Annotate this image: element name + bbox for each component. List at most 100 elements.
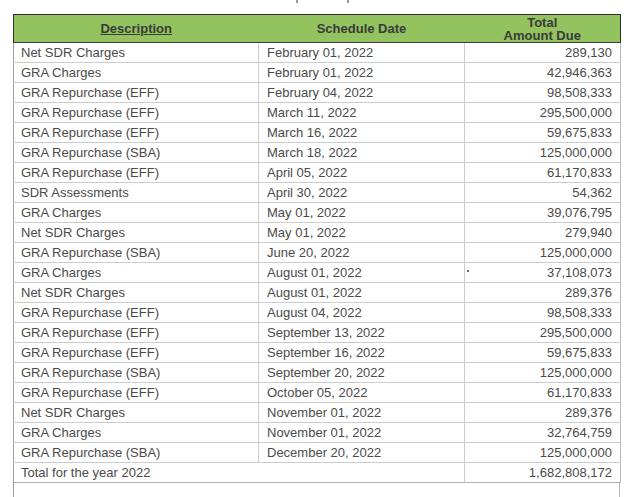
container-left-border: [13, 482, 14, 497]
cell-amount: 289,130: [465, 43, 621, 63]
table-row: GRA Repurchase (SBA)September 20, 202212…: [14, 363, 621, 383]
table-header: Description Schedule Date Total Amount D…: [14, 15, 621, 43]
cell-amount: 59,675,833: [465, 343, 621, 363]
cell-schedule-date: March 11, 2022: [259, 103, 465, 123]
cell-amount: 54,362: [465, 183, 621, 203]
stray-dot-artifact: [467, 270, 469, 272]
cell-schedule-date: November 01, 2022: [259, 403, 465, 423]
cell-amount: 125,000,000: [465, 243, 621, 263]
cell-schedule-date: August 04, 2022: [259, 303, 465, 323]
cell-schedule-date: August 01, 2022: [259, 283, 465, 303]
column-header-schedule-date: Schedule Date: [259, 15, 465, 43]
table-row: GRA Repurchase (EFF)August 04, 202298,50…: [14, 303, 621, 323]
cell-description: GRA Repurchase (EFF): [14, 123, 259, 143]
cell-amount: 125,000,000: [465, 143, 621, 163]
cell-amount: 59,675,833: [465, 123, 621, 143]
payments-table-container: Description Schedule Date Total Amount D…: [13, 14, 620, 497]
table-row: GRA Repurchase (EFF)March 11, 2022295,50…: [14, 103, 621, 123]
cell-description: GRA Repurchase (EFF): [14, 103, 259, 123]
cell-schedule-date: April 30, 2022: [259, 183, 465, 203]
cell-description: SDR Assessments: [14, 183, 259, 203]
table-row: Net SDR ChargesNovember 01, 2022289,376: [14, 403, 621, 423]
cell-schedule-date: June 20, 2022: [259, 243, 465, 263]
cell-description: GRA Charges: [14, 203, 259, 223]
table-row: GRA ChargesNovember 01, 202232,764,759: [14, 423, 621, 443]
cell-description: GRA Repurchase (EFF): [14, 163, 259, 183]
cell-schedule-date: February 04, 2022: [259, 83, 465, 103]
cell-schedule-date: December 20, 2022: [259, 443, 465, 463]
cell-schedule-date: February 01, 2022: [259, 43, 465, 63]
cell-description: GRA Repurchase (EFF): [14, 343, 259, 363]
cell-amount: 98,508,333: [465, 83, 621, 103]
cell-description: GRA Repurchase (EFF): [14, 303, 259, 323]
cell-schedule-date: February 01, 2022: [259, 63, 465, 83]
cropped-text-remnant: [296, 0, 298, 3]
cell-amount: 125,000,000: [465, 363, 621, 383]
cell-schedule-date: October 05, 2022: [259, 383, 465, 403]
cell-amount: 98,508,333: [465, 303, 621, 323]
cell-schedule-date: April 05, 2022: [259, 163, 465, 183]
cell-description: Net SDR Charges: [14, 283, 259, 303]
total-row: Total for the year 20221,682,808,172: [14, 463, 621, 483]
cell-description: GRA Repurchase (EFF): [14, 323, 259, 343]
cell-description: GRA Repurchase (SBA): [14, 143, 259, 163]
column-header-total-amount-due: Total Amount Due: [465, 15, 621, 43]
table-row: GRA Repurchase (EFF)October 05, 202261,1…: [14, 383, 621, 403]
table-row: GRA Repurchase (EFF)April 05, 202261,170…: [14, 163, 621, 183]
cell-amount: 289,376: [465, 283, 621, 303]
table-body: Net SDR ChargesFebruary 01, 2022289,130G…: [14, 43, 621, 483]
cell-schedule-date: March 16, 2022: [259, 123, 465, 143]
table-row: GRA Repurchase (EFF)March 16, 202259,675…: [14, 123, 621, 143]
cell-schedule-date: November 01, 2022: [259, 423, 465, 443]
table-row: GRA Repurchase (EFF)September 13, 202229…: [14, 323, 621, 343]
cropped-text-remnant: [347, 0, 349, 3]
cell-schedule-date: September 16, 2022: [259, 343, 465, 363]
cell-amount: 295,500,000: [465, 103, 621, 123]
table-row: Net SDR ChargesAugust 01, 2022289,376: [14, 283, 621, 303]
cell-schedule-date: September 20, 2022: [259, 363, 465, 383]
cell-description: Net SDR Charges: [14, 43, 259, 63]
container-right-border: [619, 482, 620, 497]
cell-schedule-date: August 01, 2022: [259, 263, 465, 283]
table-row: SDR AssessmentsApril 30, 202254,362: [14, 183, 621, 203]
table-row: GRA Repurchase (SBA)March 18, 2022125,00…: [14, 143, 621, 163]
cell-description: GRA Charges: [14, 423, 259, 443]
table-row: GRA Repurchase (SBA)June 20, 2022125,000…: [14, 243, 621, 263]
cell-amount: 125,000,000: [465, 443, 621, 463]
cell-amount: 61,170,833: [465, 163, 621, 183]
cell-description: GRA Charges: [14, 63, 259, 83]
cell-schedule-date: May 01, 2022: [259, 223, 465, 243]
projected-payments-table: Description Schedule Date Total Amount D…: [13, 14, 621, 483]
cell-amount: 39,076,795: [465, 203, 621, 223]
description-sort-link[interactable]: Description: [100, 21, 172, 36]
cell-amount: 37,108,073: [465, 263, 621, 283]
cell-description: GRA Repurchase (SBA): [14, 243, 259, 263]
table-row: GRA ChargesFebruary 01, 202242,946,363: [14, 63, 621, 83]
cell-amount: 295,500,000: [465, 323, 621, 343]
cell-amount: 279,940: [465, 223, 621, 243]
cell-schedule-date: September 13, 2022: [259, 323, 465, 343]
cell-description: Net SDR Charges: [14, 403, 259, 423]
cell-description: GRA Repurchase (EFF): [14, 383, 259, 403]
cell-amount: 32,764,759: [465, 423, 621, 443]
cell-amount: 61,170,833: [465, 383, 621, 403]
cell-description: GRA Repurchase (SBA): [14, 363, 259, 383]
column-header-description[interactable]: Description: [14, 15, 259, 43]
cell-amount: 289,376: [465, 403, 621, 423]
table-row: GRA Repurchase (EFF)February 04, 202298,…: [14, 83, 621, 103]
cell-description: GRA Repurchase (EFF): [14, 83, 259, 103]
cell-schedule-date: March 18, 2022: [259, 143, 465, 163]
cell-amount: 42,946,363: [465, 63, 621, 83]
cell-description: Net SDR Charges: [14, 223, 259, 243]
table-row: GRA ChargesAugust 01, 202237,108,073: [14, 263, 621, 283]
table-row: GRA ChargesMay 01, 202239,076,795: [14, 203, 621, 223]
total-amount-cell: 1,682,808,172: [465, 463, 621, 483]
cell-description: GRA Repurchase (SBA): [14, 443, 259, 463]
table-row: Net SDR ChargesMay 01, 2022279,940: [14, 223, 621, 243]
header-row: Description Schedule Date Total Amount D…: [14, 15, 621, 43]
cell-description: GRA Charges: [14, 263, 259, 283]
total-label-cell: Total for the year 2022: [14, 463, 465, 483]
table-row: GRA Repurchase (EFF)September 16, 202259…: [14, 343, 621, 363]
table-row: Net SDR ChargesFebruary 01, 2022289,130: [14, 43, 621, 63]
cell-schedule-date: May 01, 2022: [259, 203, 465, 223]
